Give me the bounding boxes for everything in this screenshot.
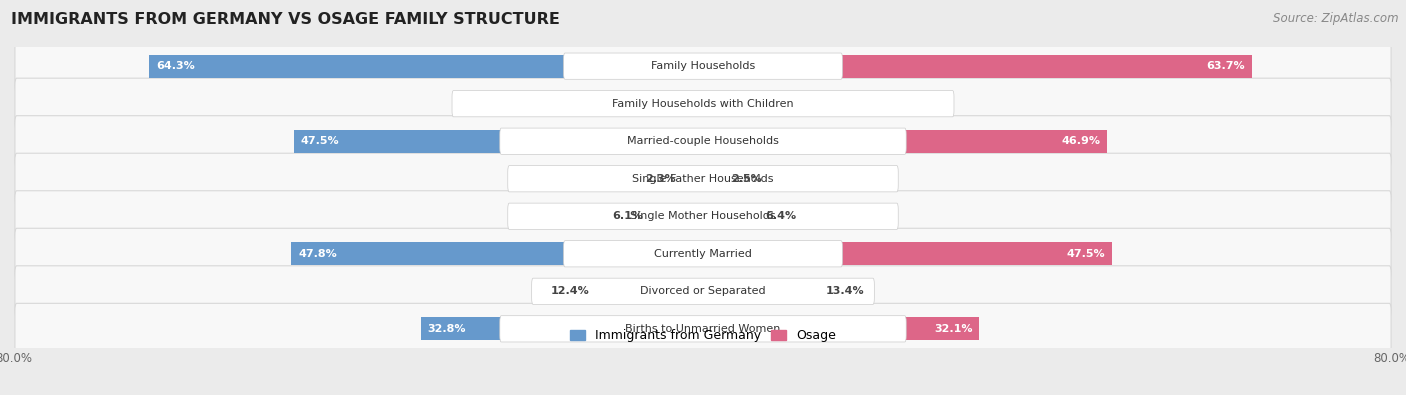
Legend: Immigrants from Germany, Osage: Immigrants from Germany, Osage [565,324,841,347]
FancyBboxPatch shape [499,316,907,342]
FancyBboxPatch shape [564,53,842,79]
Text: 13.4%: 13.4% [825,286,863,296]
Bar [651,205,703,228]
Text: Family Households: Family Households [651,61,755,71]
FancyBboxPatch shape [451,90,955,117]
Text: Single Father Households: Single Father Households [633,174,773,184]
FancyBboxPatch shape [508,203,898,229]
Bar [703,92,941,115]
Text: Single Mother Households: Single Mother Households [630,211,776,221]
Bar [703,167,724,190]
FancyBboxPatch shape [508,166,898,192]
Bar [703,242,1112,265]
FancyBboxPatch shape [499,128,907,154]
FancyBboxPatch shape [564,241,842,267]
Text: IMMIGRANTS FROM GERMANY VS OSAGE FAMILY STRUCTURE: IMMIGRANTS FROM GERMANY VS OSAGE FAMILY … [11,12,560,27]
Bar [294,130,703,153]
Text: 47.5%: 47.5% [1067,249,1105,259]
Text: 32.8%: 32.8% [427,324,465,334]
Text: 12.4%: 12.4% [551,286,589,296]
Text: 6.4%: 6.4% [765,211,796,221]
Text: 2.3%: 2.3% [645,174,676,184]
Text: 27.0%: 27.0% [478,99,516,109]
FancyBboxPatch shape [531,278,875,305]
FancyBboxPatch shape [15,153,1391,204]
Bar [291,242,703,265]
Text: 32.1%: 32.1% [934,324,973,334]
Bar [703,317,980,340]
Bar [703,55,1251,78]
Text: 64.3%: 64.3% [156,61,195,71]
FancyBboxPatch shape [15,266,1391,317]
Text: 46.9%: 46.9% [1062,136,1099,146]
Text: Source: ZipAtlas.com: Source: ZipAtlas.com [1274,12,1399,25]
FancyBboxPatch shape [15,78,1391,129]
Bar [703,205,758,228]
Text: 63.7%: 63.7% [1206,61,1244,71]
Text: 27.6%: 27.6% [896,99,934,109]
Bar [683,167,703,190]
Text: Divorced or Separated: Divorced or Separated [640,286,766,296]
FancyBboxPatch shape [15,303,1391,354]
Text: Family Households with Children: Family Households with Children [612,99,794,109]
Text: 47.5%: 47.5% [301,136,339,146]
Bar [149,55,703,78]
FancyBboxPatch shape [15,41,1391,92]
Bar [420,317,703,340]
FancyBboxPatch shape [15,116,1391,167]
Bar [703,130,1107,153]
Text: 6.1%: 6.1% [613,211,644,221]
Text: Currently Married: Currently Married [654,249,752,259]
Bar [471,92,703,115]
Text: Married-couple Households: Married-couple Households [627,136,779,146]
Text: 2.5%: 2.5% [731,174,762,184]
FancyBboxPatch shape [15,191,1391,242]
Bar [703,280,818,303]
Bar [596,280,703,303]
Text: Births to Unmarried Women: Births to Unmarried Women [626,324,780,334]
FancyBboxPatch shape [15,228,1391,279]
Text: 47.8%: 47.8% [298,249,337,259]
